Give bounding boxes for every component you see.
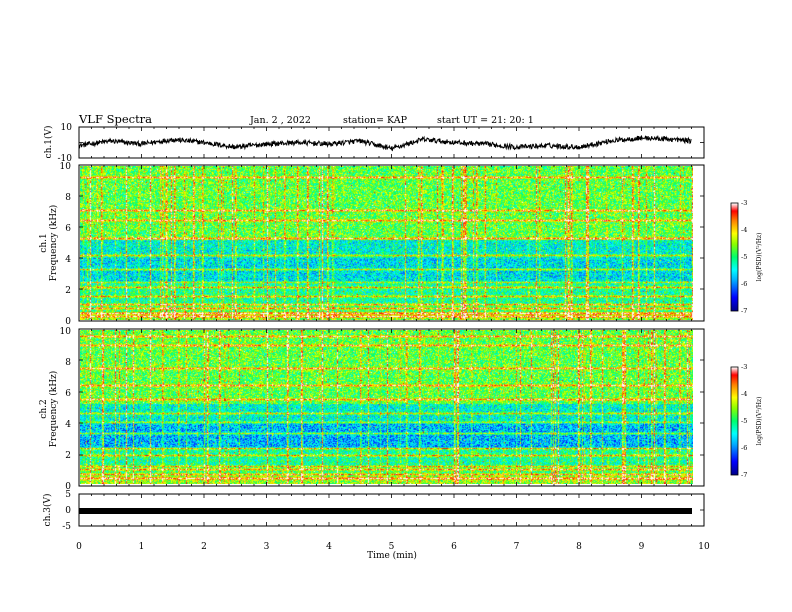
- ch3-waveform-ylabel: ch.3(V): [42, 494, 53, 527]
- date-label: Jan. 2 , 2022: [249, 115, 311, 126]
- ch2-cb-tick-m3: -3: [741, 363, 747, 371]
- time-tick-label: 1: [139, 542, 145, 552]
- ch2-spectrogram-ylabel-line1: ch.2: [39, 399, 49, 418]
- time-tick-label: 8: [576, 542, 582, 552]
- time-tick-label: 5: [389, 542, 395, 552]
- ch3-waveform-line: [79, 508, 692, 514]
- ch1-ytick-bottom: -10: [58, 154, 73, 164]
- time-tick-label: 2: [201, 542, 207, 552]
- ch1-ytick-8: 8: [65, 193, 71, 203]
- ch1-ytick-2: 2: [65, 286, 71, 296]
- ch1-colorbar-label: log(PSD)(V²/Hz): [756, 233, 763, 282]
- ch1-cb-tick-m5: -5: [741, 253, 747, 261]
- ch2-spectrogram-image: [80, 330, 693, 484]
- ch1-ytick-4: 4: [65, 255, 71, 265]
- ch2-ytick-4: 4: [65, 420, 71, 430]
- start-time-label: start UT = 21: 20: 1: [437, 115, 534, 126]
- ch1-colorbar: [731, 203, 738, 311]
- ch1-cb-tick-m3: -3: [741, 199, 747, 207]
- ch3-ytick-0: 0: [65, 506, 71, 516]
- ch2-spectrogram-panel: 0 2 4 6 8 10 ch.2 Frequency (kHz) -3 -4 …: [39, 327, 763, 492]
- time-tick-label: 7: [514, 542, 520, 552]
- station-label: station= KAP: [343, 115, 408, 126]
- ch2-cb-tick-m6: -6: [741, 444, 747, 452]
- ch2-ytick-0: 0: [65, 482, 71, 492]
- ch1-ytick-top: 10: [61, 123, 73, 133]
- ch2-ytick-2: 2: [65, 451, 71, 461]
- time-tick-label: 9: [639, 542, 645, 552]
- ch1-waveform-ylabel: ch.1(V): [43, 126, 54, 159]
- ch2-ytick-10: 10: [60, 327, 72, 337]
- time-tick-label: 6: [451, 542, 457, 552]
- ch1-spectrogram-ylabel-line2: Frequency (kHz): [48, 205, 59, 282]
- time-axis-label: Time (min): [367, 550, 417, 561]
- ch2-colorbar-frame: [730, 366, 739, 476]
- ch1-waveform-panel: 10 -10 ch.1(V): [43, 123, 705, 164]
- ch3-ytick-m5: -5: [62, 522, 71, 532]
- ch2-ytick-8: 8: [65, 358, 71, 368]
- ch1-ytick-10: 10: [60, 162, 72, 172]
- time-tick-label: 0: [76, 542, 82, 552]
- ch1-spectrogram-image: [80, 166, 693, 320]
- figure-title: VLF Spectra: [78, 112, 152, 126]
- ch1-ytick-6: 6: [65, 224, 71, 234]
- ch1-cb-tick-m6: -6: [741, 280, 747, 288]
- time-tick-label: 3: [264, 542, 270, 552]
- ch1-cb-tick-m4: -4: [741, 226, 747, 234]
- ch3-waveform-panel: 5 0 -5 ch.3(V): [42, 490, 705, 532]
- ch3-ytick-5: 5: [65, 490, 71, 500]
- ch2-spectrogram-ylabel-line2: Frequency (kHz): [48, 371, 59, 448]
- ch1-ytick-0: 0: [65, 317, 71, 327]
- ch2-cb-tick-m4: -4: [741, 390, 747, 398]
- ch1-spectrogram-panel: 0 2 4 6 8 10 ch.1 Frequency (kHz) -3 -4 …: [39, 162, 763, 327]
- ch2-ytick-6: 6: [65, 389, 71, 399]
- ch1-spectrogram-ylabel-line1: ch.1: [39, 233, 49, 252]
- time-tick-label: 10: [698, 542, 710, 552]
- ch1-waveform-line: [78, 134, 692, 152]
- ch2-cb-tick-m5: -5: [741, 417, 747, 425]
- ch1-colorbar-frame: [730, 202, 739, 312]
- ch2-cb-tick-m7: -7: [741, 471, 747, 479]
- ch2-colorbar: [731, 367, 738, 475]
- time-axis: 0 1 2 3 4 5 6 7 8 9 10: [76, 542, 710, 552]
- ch2-colorbar-label: log(PSD)(V²/Hz): [756, 397, 763, 446]
- time-tick-label: 4: [326, 542, 332, 552]
- ch1-cb-tick-m7: -7: [741, 307, 747, 315]
